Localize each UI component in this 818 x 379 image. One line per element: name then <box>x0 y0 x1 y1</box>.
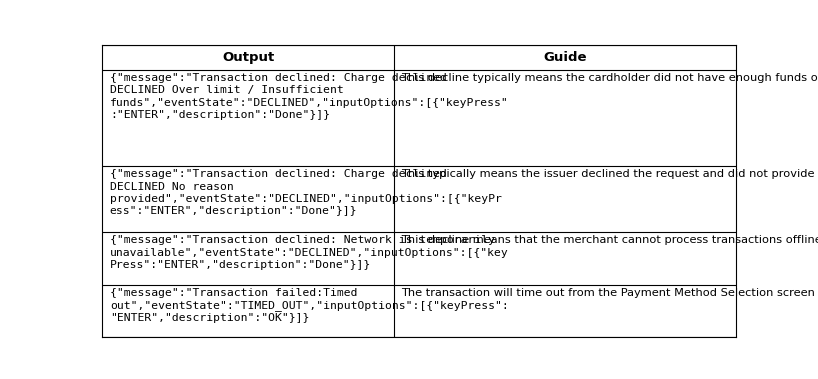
Text: Guide: Guide <box>543 51 587 64</box>
Text: This decline means that the merchant cannot process transactions offline. Theref: This decline means that the merchant can… <box>402 235 818 245</box>
Text: {"message":"Transaction declined: Charge declined
DECLINED No reason
provided",": {"message":"Transaction declined: Charge… <box>110 169 501 216</box>
Text: {"message":"Transaction declined: Charge declined
DECLINED Over limit / Insuffic: {"message":"Transaction declined: Charge… <box>110 73 509 120</box>
Text: Output: Output <box>222 51 274 64</box>
Text: {"message":"Transaction failed:Timed
out","eventState":"TIMED_OUT","inputOptions: {"message":"Transaction failed:Timed out… <box>110 288 509 323</box>
Text: This decline typically means the cardholder did not have enough funds on the acc: This decline typically means the cardhol… <box>402 73 818 83</box>
Text: {"message":"Transaction declined: Network is temporarily
unavailable","eventStat: {"message":"Transaction declined: Networ… <box>110 235 509 270</box>
Text: This typically means the issuer declined the request and did not provide a full : This typically means the issuer declined… <box>402 169 818 179</box>
Text: The transaction will time out from the Payment Method Selection screen if no car: The transaction will time out from the P… <box>402 288 818 298</box>
